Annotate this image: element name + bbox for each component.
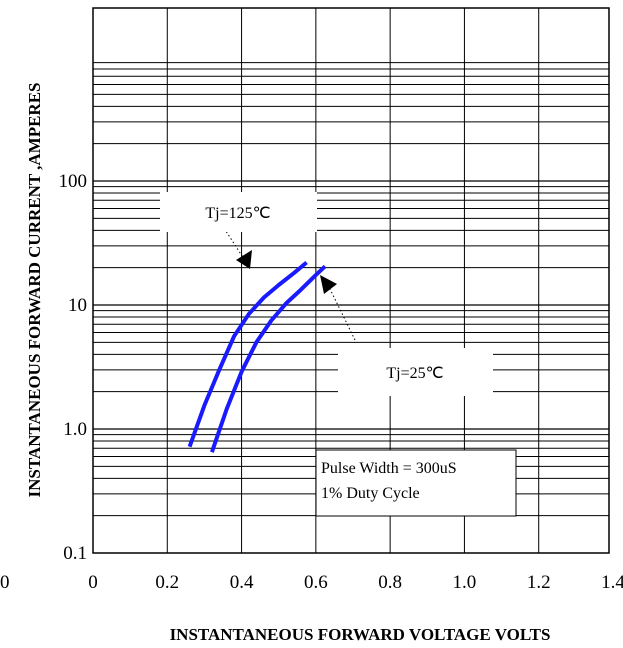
x-tick-label: 1.2 (527, 572, 551, 593)
annotation-25: Tj=25℃ (320, 275, 493, 396)
annotation-pulse: Pulse Width = 300uS 1% Duty Cycle (315, 449, 517, 517)
x-tick-label: 0.4 (230, 572, 254, 593)
x-tick-label: 0.6 (304, 572, 328, 593)
y-axis-title: INSTANTANEOUS FORWARD CURRENT ,AMPERES (25, 82, 44, 497)
y-tick-label: 0.1 (63, 543, 87, 564)
label-25: Tj=25℃ (386, 365, 443, 382)
label-box-25 (338, 348, 493, 396)
leader-line-125 (221, 224, 247, 263)
x-tick-label: 1.4 (601, 572, 623, 593)
x-axis-title: INSTANTANEOUS FORWARD VOLTAGE VOLTS (170, 625, 551, 644)
y-tick-labels: 0.1 1.0 10 100 (59, 171, 88, 564)
y-tick-label: 10 (68, 295, 87, 316)
y-tick-label: 1.0 (63, 419, 87, 440)
plot-frame (92, 7, 610, 554)
arrowhead-25 (320, 275, 337, 294)
x-tick-label: 0 (88, 572, 98, 593)
curve-tj-25 (210, 264, 327, 453)
x-tick-labels: 0 0.2 0.4 0.6 0.8 1.0 1.2 1.4 (88, 572, 623, 593)
x-tick-label: 0.2 (155, 572, 179, 593)
arrowhead-125 (236, 250, 252, 269)
y-tick-label: 100 (59, 171, 88, 192)
x-tick-label: 1.0 (453, 572, 477, 593)
label-box-125 (160, 192, 317, 232)
label-125: Tj=125℃ (205, 205, 270, 222)
series-layer (187, 260, 327, 453)
annotation-125: Tj=125℃ (160, 192, 317, 269)
stray-label: 0 (0, 572, 10, 593)
pulse-width-label: Pulse Width = 300uS (321, 460, 457, 477)
x-tick-label: 0.8 (378, 572, 402, 593)
curve-tj-125 (187, 260, 308, 448)
duty-cycle-label: 1% Duty Cycle (321, 485, 420, 502)
pulse-info-box (315, 449, 517, 517)
